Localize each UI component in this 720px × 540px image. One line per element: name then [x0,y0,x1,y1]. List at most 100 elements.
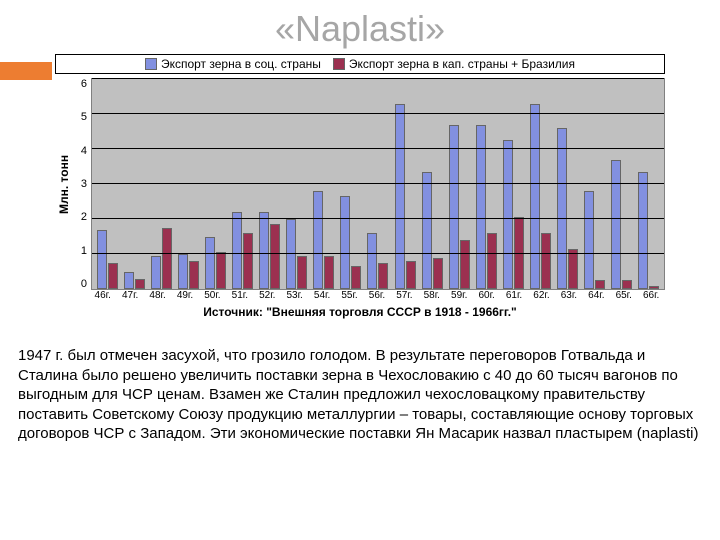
bar-group [202,79,229,289]
x-axis-ticks: 46г.47г.48г.49г.50г.51г.52г.53г.54г.55г.… [89,290,665,301]
bar-group [364,79,391,289]
bar-series1 [340,196,350,289]
bar-group [554,79,581,289]
legend-item-1: Экспорт зерна в соц. страны [145,57,321,71]
bar-series2 [324,256,334,289]
bar-group [256,79,283,289]
bar-series1 [395,104,405,290]
body-paragraph: 1947 г. был отмечен засухой, что грозило… [0,334,720,444]
bar-series1 [449,125,459,290]
bar-group [527,79,554,289]
legend-swatch-2 [333,58,345,70]
x-tick: 46г. [89,290,116,301]
bar-series1 [259,212,269,289]
bar-group [121,79,148,289]
bar-series2 [649,286,659,290]
bar-series1 [611,160,621,290]
bar-series2 [487,233,497,289]
x-tick: 49г. [171,290,198,301]
bar-series1 [530,104,540,290]
bar-series2 [378,263,388,289]
bar-series2 [433,258,443,290]
bar-series1 [124,272,134,289]
grid-line [92,253,664,254]
bar-group [310,79,337,289]
bar-series2 [406,261,416,289]
bar-series2 [541,233,551,289]
bar-series2 [216,252,226,289]
bar-series1 [557,128,567,289]
bar-series1 [584,191,594,289]
x-tick: 64г. [583,290,610,301]
x-tick: 48г. [144,290,171,301]
bar-series1 [422,172,432,289]
y-tick: 3 [73,178,87,190]
x-tick: 51г. [226,290,253,301]
grid-line [92,78,664,79]
plot-row: Млн. тонн 6543210 [55,78,665,290]
bar-group [608,79,635,289]
grid-line [92,183,664,184]
grid-line [92,218,664,219]
x-tick: 60г. [473,290,500,301]
x-tick: 61г. [500,290,527,301]
x-tick: 52г. [254,290,281,301]
x-tick: 66г. [637,290,664,301]
chart-source: Источник: "Внешняя торговля СССР в 1918 … [55,305,665,319]
bar-series2 [297,256,307,289]
chart-container: Экспорт зерна в соц. страны Экспорт зерн… [55,54,665,334]
x-tick: 63г. [555,290,582,301]
bar-series2 [189,261,199,289]
bar-series1 [232,212,242,289]
x-tick: 62г. [528,290,555,301]
bar-series1 [97,230,107,290]
page-title: «Naplasti» [0,0,720,54]
x-tick: 47г. [116,290,143,301]
bar-group [581,79,608,289]
legend-item-2: Экспорт зерна в кап. страны + Бразилия [333,57,575,71]
chart-legend: Экспорт зерна в соц. страны Экспорт зерн… [55,54,665,74]
bar-series2 [243,233,253,289]
x-tick: 65г. [610,290,637,301]
bar-group [635,79,662,289]
bar-series1 [367,233,377,289]
bar-group [446,79,473,289]
x-tick: 53г. [281,290,308,301]
grid-line [92,148,664,149]
bar-group [229,79,256,289]
bar-series2 [162,228,172,289]
x-tick: 50г. [199,290,226,301]
bar-group [94,79,121,289]
grid-line [92,113,664,114]
bar-series2 [270,224,280,289]
bar-group [419,79,446,289]
y-tick: 2 [73,211,87,223]
bar-series1 [178,254,188,289]
bar-series2 [595,280,605,289]
bar-series1 [476,125,486,290]
bar-series1 [205,237,215,290]
y-tick: 5 [73,111,87,123]
x-tick: 57г. [391,290,418,301]
bar-series2 [108,263,118,289]
bars-container [92,79,664,289]
bar-series1 [638,172,648,289]
bar-series1 [503,140,513,289]
x-tick: 55г. [336,290,363,301]
bar-group [175,79,202,289]
legend-label-2: Экспорт зерна в кап. страны + Бразилия [349,57,575,71]
plot-area [91,78,665,290]
bar-group [392,79,419,289]
bar-group [500,79,527,289]
bar-group [148,79,175,289]
y-axis-ticks: 6543210 [73,78,91,290]
x-tick: 59г. [445,290,472,301]
accent-block [0,62,52,80]
bar-series1 [313,191,323,289]
legend-label-1: Экспорт зерна в соц. страны [161,57,321,71]
legend-swatch-1 [145,58,157,70]
bar-series2 [460,240,470,289]
bar-series1 [151,256,161,289]
bar-series2 [351,266,361,289]
bar-series2 [135,279,145,290]
